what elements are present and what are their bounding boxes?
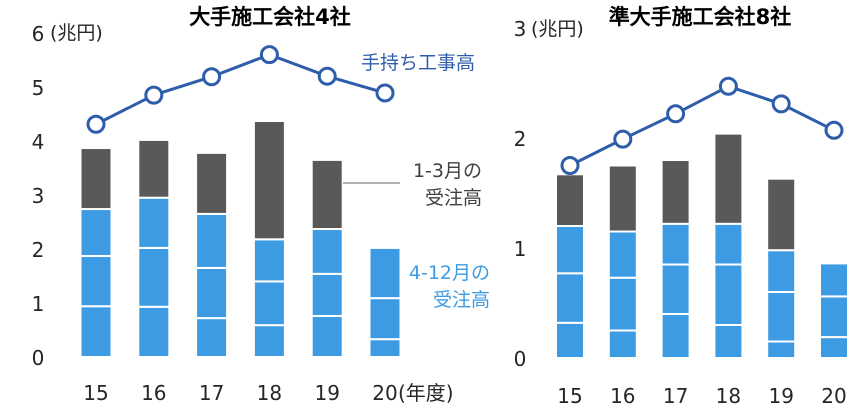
chart-left: 大手施工会社4社 (兆円) (年度) 0 1 2 3 4 5 6 15 16 17 18 19 20 手… [32, 5, 490, 405]
bar-orders-apr-dec-18-part-3 [713, 222, 744, 266]
marker-order-backlog-16 [144, 85, 164, 105]
marker-order-backlog-18 [718, 76, 738, 96]
bar-orders-apr-dec-15-part-3 [79, 208, 113, 258]
x-axis-unit-label: (年度) [398, 381, 454, 405]
bar-orders-jan-mar-15 [555, 173, 585, 228]
orders-apr-dec-label-line-2: 受注高 [433, 289, 490, 311]
x-tick-label-19: 19 [768, 384, 793, 408]
x-tick-label-16: 16 [141, 381, 166, 405]
bar-orders-jan-mar-18 [713, 132, 744, 225]
x-tick-label-16: 16 [610, 384, 635, 408]
y-tick-label-1: 1 [32, 292, 45, 316]
marker-order-backlog-19 [771, 94, 791, 114]
bar-orders-apr-dec-18-part-1 [713, 324, 744, 359]
chart-right: 準大手施工会社8社 (兆円) 0 1 2 3 15 16 17 18 19 20 [514, 5, 849, 408]
bar-orders-apr-dec-15-part-3 [555, 225, 585, 275]
marker-order-backlog-17 [202, 67, 222, 87]
x-tick-label-20: 20 [372, 381, 397, 405]
bar-orders-jan-mar-16 [137, 138, 171, 199]
bar-orders-apr-dec-17-part-1 [660, 313, 691, 359]
bar-orders-apr-dec-19-part-2 [310, 272, 344, 317]
bar-orders-jan-mar-15 [79, 147, 113, 211]
plot-area-left: 0 1 2 3 4 5 6 15 16 17 18 19 20 [32, 22, 402, 405]
y-axis-unit-label: (兆円) [531, 18, 584, 40]
marker-order-backlog-16 [613, 129, 633, 149]
x-tick-label-15: 15 [83, 381, 108, 405]
x-tick-label-18: 18 [716, 384, 741, 408]
bar-orders-jan-mar-18 [252, 120, 286, 241]
y-tick-label-1: 1 [514, 237, 527, 261]
order-backlog-series-label: 手持ち工事高 [361, 52, 475, 74]
x-tick-label-17: 17 [663, 384, 688, 408]
orders-jan-mar-label-line-2: 受注高 [425, 187, 482, 209]
bar-orders-jan-mar-16 [607, 164, 638, 233]
y-tick-label-6: 6 [32, 22, 45, 46]
bar-orders-apr-dec-20-part-2 [819, 295, 849, 339]
bar-orders-apr-dec-19-part-3 [310, 228, 344, 275]
bar-orders-apr-dec-15-part-2 [79, 255, 113, 308]
bar-orders-apr-dec-15-part-2 [555, 272, 585, 324]
bar-orders-jan-mar-17 [660, 159, 691, 225]
bar-orders-apr-dec-16-part-2 [607, 276, 638, 332]
bar-orders-apr-dec-16-part-2 [137, 246, 171, 308]
bar-orders-apr-dec-19-part-1 [310, 314, 344, 358]
marker-order-backlog-17 [666, 104, 686, 124]
y-axis-unit-label: (兆円) [50, 22, 103, 44]
bar-orders-apr-dec-20-part-1 [819, 336, 849, 360]
chart-title: 大手施工会社4社 [189, 5, 351, 29]
x-tick-label-17: 17 [199, 381, 224, 405]
bar-orders-apr-dec-16-part-1 [137, 305, 171, 358]
x-tick-label-20: 20 [821, 384, 846, 408]
x-tick-label-15: 15 [557, 384, 582, 408]
bar-orders-apr-dec-15-part-1 [555, 321, 585, 359]
bar-orders-apr-dec-20-part-1 [368, 338, 402, 358]
bar-orders-apr-dec-18-part-2 [252, 280, 286, 327]
marker-order-backlog-20 [824, 120, 844, 140]
y-tick-label-4: 4 [32, 130, 45, 154]
plot-area-right: 0 1 2 3 15 16 17 18 19 20 [514, 17, 849, 408]
line-order-backlog [95, 53, 386, 126]
y-tick-label-2: 2 [514, 127, 527, 151]
bar-orders-apr-dec-17-part-2 [660, 263, 691, 315]
marker-order-backlog-15 [560, 156, 580, 175]
chart-title: 準大手施工会社8社 [609, 5, 792, 29]
bar-orders-apr-dec-18-part-1 [252, 324, 286, 359]
bar-orders-apr-dec-17-part-3 [195, 212, 229, 269]
bar-orders-apr-dec-17-part-1 [195, 317, 229, 358]
bar-orders-jan-mar-19 [766, 177, 797, 252]
y-tick-label-5: 5 [32, 76, 45, 100]
y-tick-label-0: 0 [514, 347, 527, 371]
bar-orders-apr-dec-18-part-3 [252, 238, 286, 283]
bar-orders-apr-dec-19-part-1 [766, 340, 797, 359]
bar-orders-apr-dec-17-part-2 [195, 266, 229, 320]
bar-orders-jan-mar-17 [195, 151, 229, 215]
series-labels: 手持ち工事高 1-3月の 受注高 4-12月の 受注高 [343, 52, 490, 311]
bar-orders-apr-dec-20-part-3 [819, 262, 849, 298]
y-tick-label-3: 3 [32, 184, 45, 208]
marker-order-backlog-20 [375, 83, 395, 103]
bar-orders-jan-mar-19 [310, 158, 344, 231]
bar-orders-apr-dec-15-part-1 [79, 305, 113, 358]
line-order-backlog [569, 84, 835, 167]
bar-orders-apr-dec-16-part-3 [137, 196, 171, 249]
y-tick-label-0: 0 [32, 346, 45, 370]
bar-orders-apr-dec-20-part-2 [368, 297, 402, 341]
y-tick-label-2: 2 [32, 238, 45, 262]
orders-jan-mar-label-line-1: 1-3月の [413, 160, 482, 182]
bar-orders-apr-dec-17-part-3 [660, 222, 691, 266]
bar-orders-apr-dec-16-part-1 [607, 329, 638, 359]
bar-orders-apr-dec-16-part-3 [607, 230, 638, 279]
x-tick-label-19: 19 [314, 381, 339, 405]
x-tick-label-18: 18 [257, 381, 282, 405]
marker-order-backlog-19 [317, 66, 337, 86]
orders-apr-dec-label-line-1: 4-12月の [409, 262, 490, 284]
y-tick-label-3: 3 [514, 17, 527, 41]
bar-orders-apr-dec-19-part-2 [766, 291, 797, 343]
bar-orders-apr-dec-19-part-3 [766, 249, 797, 293]
marker-order-backlog-15 [86, 114, 106, 134]
bar-orders-apr-dec-18-part-2 [713, 263, 744, 326]
bar-orders-apr-dec-20-part-3 [368, 246, 402, 300]
marker-order-backlog-18 [259, 45, 279, 65]
